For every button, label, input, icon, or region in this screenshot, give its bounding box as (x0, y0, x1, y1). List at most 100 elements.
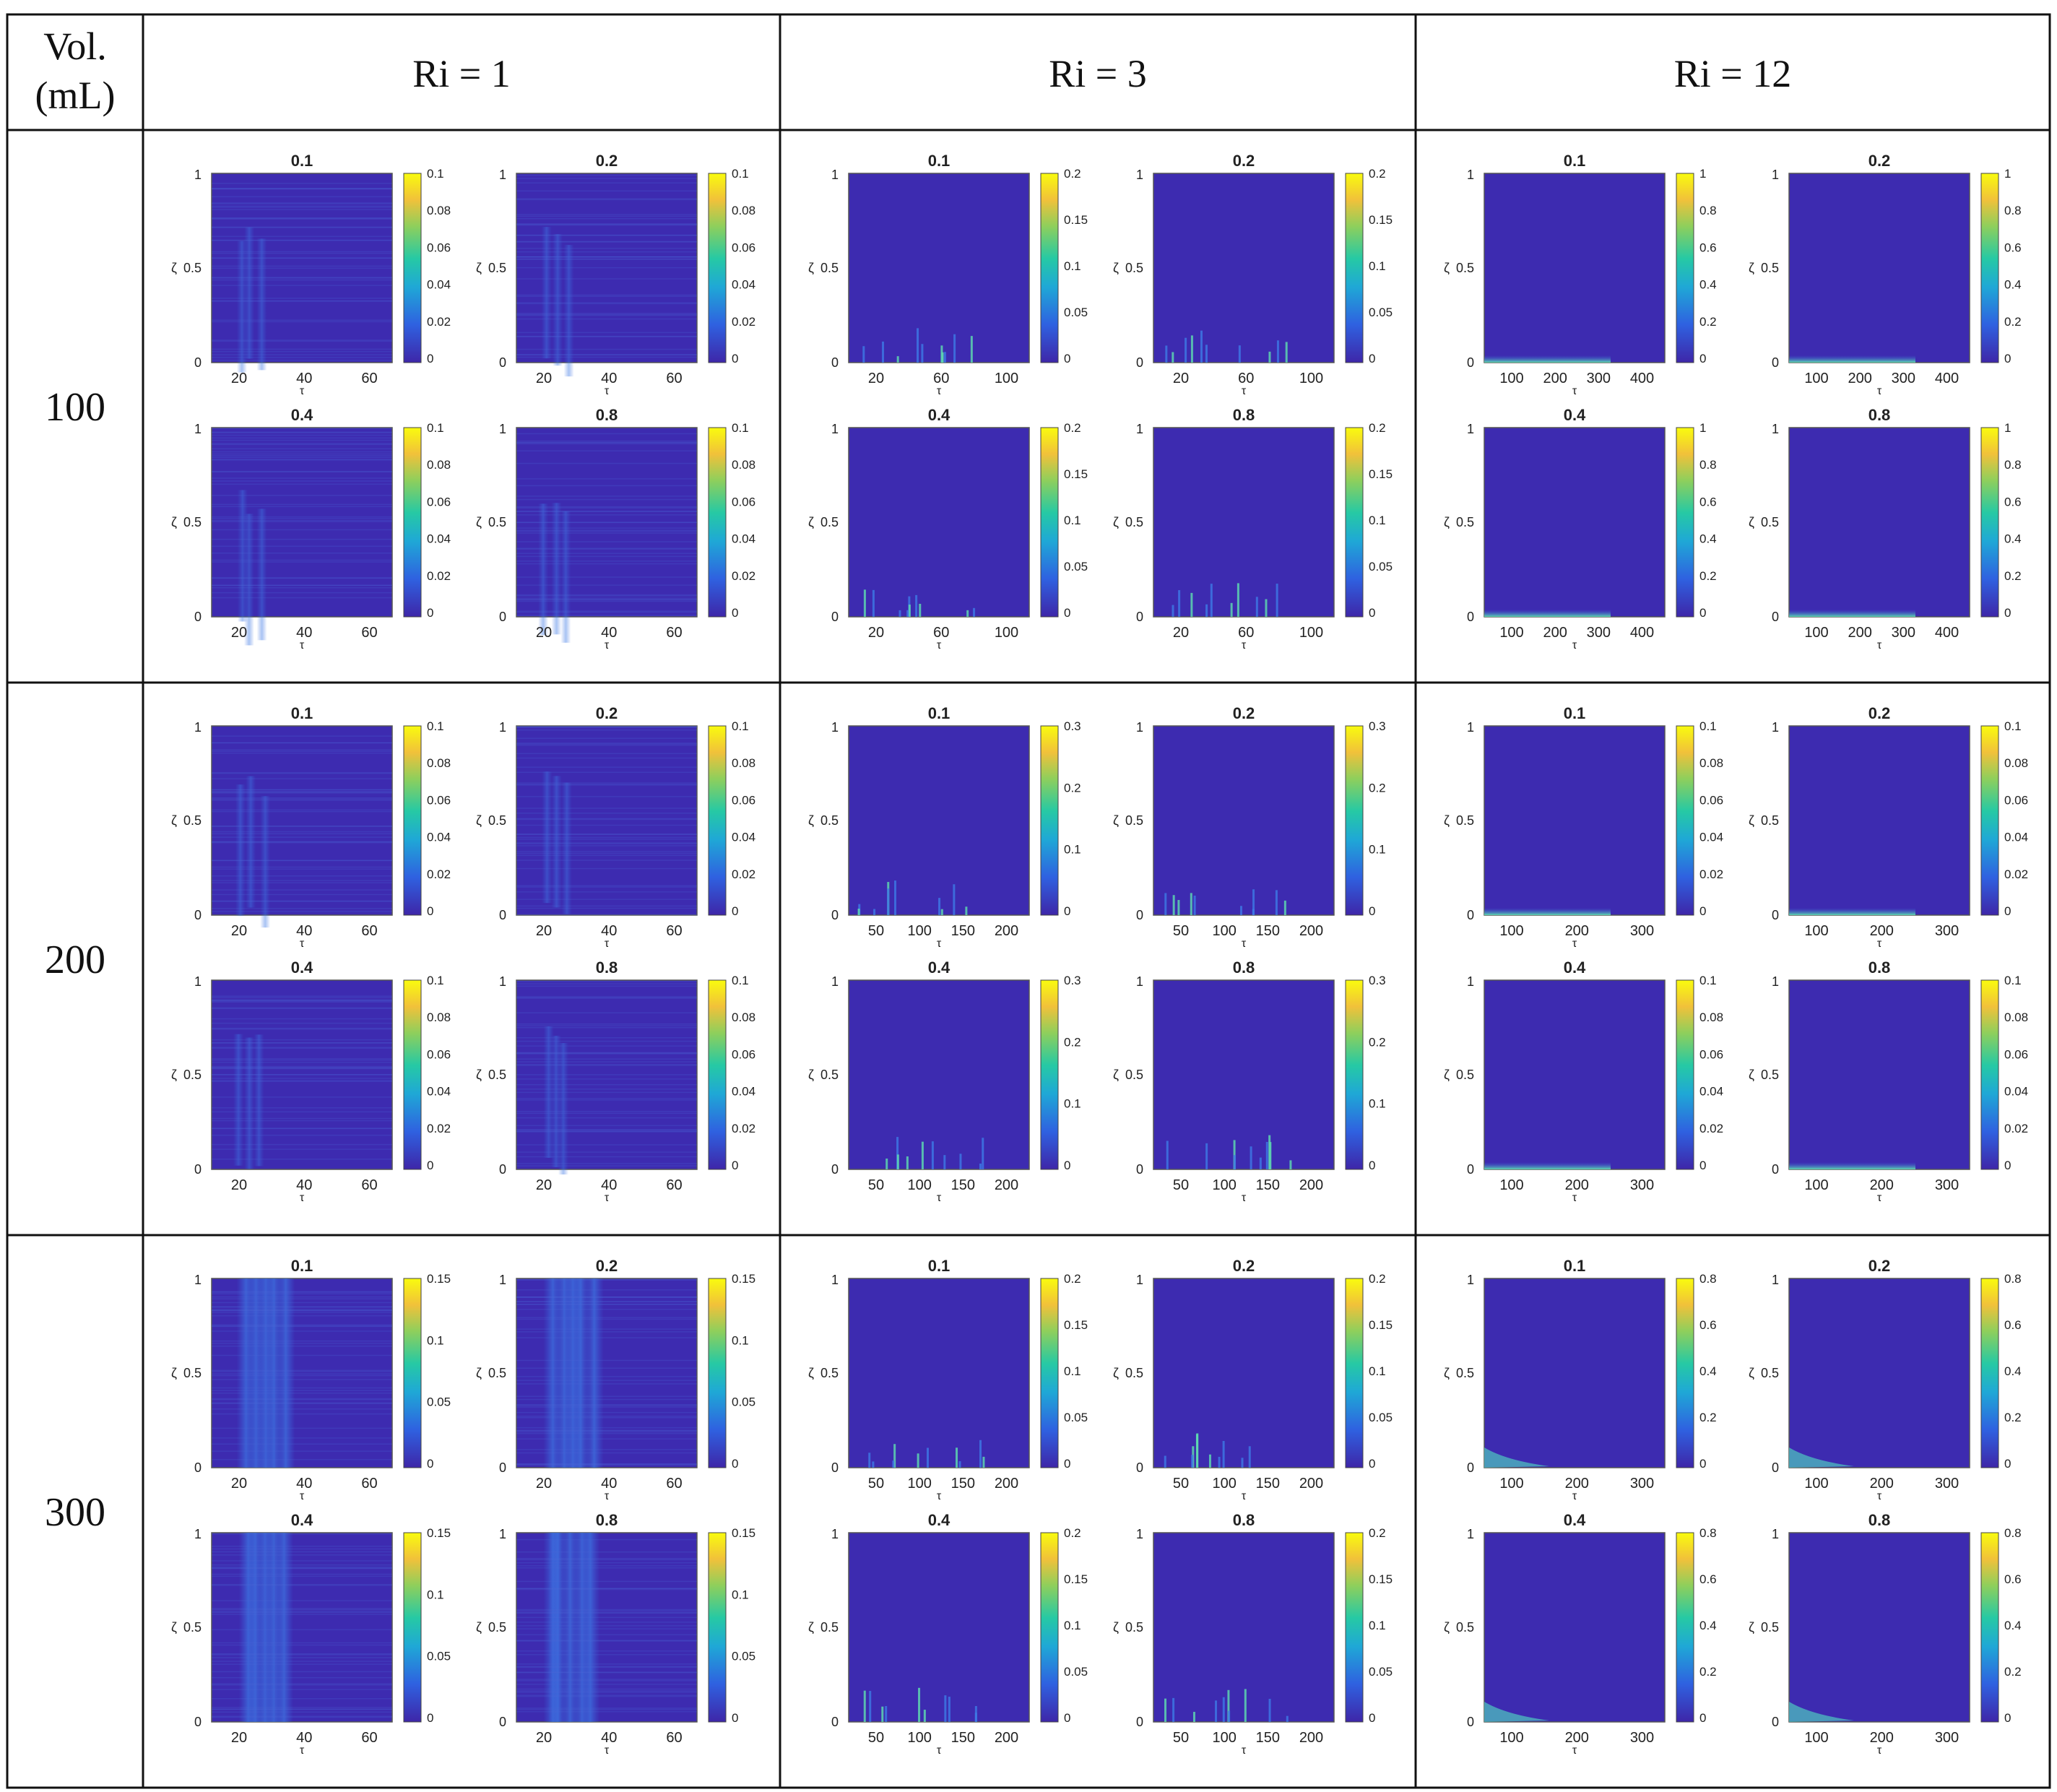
heatmap-noise-line (212, 1663, 392, 1665)
y-tick-label: 0 (1772, 355, 1779, 370)
y-tick-label: 1 (1136, 422, 1143, 436)
heatmap-streak (244, 1037, 255, 1169)
x-tick-label: 300 (1935, 1730, 1959, 1746)
y-tick-label: 0 (1136, 610, 1143, 624)
heatmap-noise-line (212, 1683, 392, 1685)
heatmap-area (848, 979, 1030, 1170)
heatmap-noise-line (212, 453, 392, 455)
colorbar (1676, 1532, 1694, 1723)
heatmap-streak (542, 771, 553, 904)
y-tick-label: 0 (1467, 908, 1474, 922)
y-tick-label: 0 (194, 1162, 202, 1177)
heatmap-noise-line (212, 792, 392, 794)
panel-title: 0.2 (1233, 704, 1255, 722)
heatmap-noise-line (212, 1310, 392, 1312)
x-tick-label: 40 (601, 625, 617, 641)
colorbar-tick-label: 0.3 (1064, 719, 1081, 733)
heatmap-noise-line (516, 1650, 697, 1652)
heatmap-noise-line (516, 443, 697, 445)
x-tick-label: 100 (1212, 1177, 1236, 1193)
heatmap-spike (979, 1440, 982, 1468)
heatmap-noise-line (516, 610, 697, 612)
heatmap-noise-line (516, 867, 697, 870)
colorbar-tick-label: 0.2 (2004, 569, 2022, 583)
heatmap-noise-line (516, 1562, 697, 1564)
heatmap-noise-line (212, 1117, 392, 1120)
colorbar (1980, 725, 1999, 916)
heatmap-noise-line (212, 459, 392, 460)
heatmap-spike (1255, 597, 1258, 617)
x-tick-label: 100 (1499, 1730, 1523, 1746)
heatmap-noise-line (516, 997, 697, 999)
heatmap-noise-line (516, 599, 697, 600)
y-tick-label: 0 (831, 1715, 839, 1729)
colorbar-tick-label: 0.1 (732, 1333, 749, 1347)
heatmap-spike (1268, 1698, 1271, 1722)
heatmap-noise-line (516, 214, 697, 215)
colorbar-tick-label: 0.1 (2004, 719, 2022, 733)
heatmap-noise-line (516, 1692, 697, 1693)
heatmap-spike (898, 610, 901, 617)
colorbar-tick-label: 0.1 (732, 421, 749, 435)
y-tick-label: 0 (1136, 1162, 1143, 1177)
heatmap-noise-line (516, 1690, 697, 1692)
colorbar-tick-label: 0.2 (1369, 1035, 1386, 1049)
x-tick-label: 100 (1804, 1730, 1828, 1746)
heatmap-noise-line (516, 839, 697, 840)
heatmap-noise-line (516, 1395, 697, 1398)
heatmap-noise-line (516, 182, 697, 183)
colorbar-tick-label: 0.02 (732, 569, 755, 583)
heatmap-streak (235, 784, 246, 917)
heatmap-noise-line (212, 521, 392, 522)
y-axis-label: ζ (1444, 261, 1450, 275)
heatmap-noise-line (212, 1583, 392, 1585)
colorbar-tick-label: 0.08 (732, 458, 755, 472)
colorbar-tick-label: 0.15 (1369, 213, 1393, 227)
y-tick-label: 0.5 (1761, 1068, 1779, 1082)
heatmap-noise-line (212, 1127, 392, 1129)
colorbar-tick-label: 0.02 (427, 1122, 451, 1135)
panel-title: 0.2 (596, 1257, 618, 1275)
heatmap-noise-line (516, 259, 697, 260)
heatmap-noise-line (516, 1165, 697, 1166)
heatmap-noise-line (516, 313, 697, 316)
heatmap-panel: 0.2 0 0.5 1 ζ 100 200 300 400 τ 1 0.8 0.6 0.4 0.2 0 (1749, 152, 2022, 397)
x-tick-label: 100 (1804, 625, 1828, 641)
heatmap-noise-line (212, 749, 392, 750)
heatmap-streak (551, 503, 562, 635)
colorbar-tick-label: 0.15 (1064, 467, 1088, 481)
x-tick-label: 40 (296, 371, 312, 386)
heatmap-noise-line (516, 796, 697, 797)
y-tick-label: 0 (499, 610, 506, 624)
heatmap-noise-line (516, 1380, 697, 1381)
heatmap-noise-line (212, 503, 392, 506)
y-tick-label: 0 (1772, 610, 1779, 624)
heatmap-spike (953, 334, 956, 363)
colorbar-tick-label: 0.8 (1699, 1526, 1717, 1540)
heatmap-noise-line (516, 1130, 697, 1131)
heatmap-spike (1185, 337, 1187, 363)
x-axis-label: τ (1572, 385, 1577, 397)
x-axis-label: τ (937, 938, 942, 950)
heatmap-spike (941, 352, 944, 363)
heatmap-noise-line (212, 742, 392, 744)
colorbar-tick-label: 0 (1064, 904, 1070, 918)
heatmap-streak (233, 1034, 244, 1166)
x-tick-label: 50 (868, 1476, 884, 1492)
y-axis-label: ζ (171, 813, 177, 828)
heatmap-noise-line (212, 1450, 392, 1452)
y-tick-label: 0 (1467, 1460, 1474, 1475)
heatmap-noise-line (516, 757, 697, 759)
colorbar-tick-label: 0.2 (1064, 421, 1081, 435)
heatmap-noise-line (212, 1324, 392, 1326)
heatmap-panel: 0.1 0 0.5 1 ζ 50 100 150 200 τ 0.3 0.2 0.1 0 (808, 704, 1081, 950)
heatmap-noise-line (516, 1111, 697, 1112)
heatmap-noise-line (212, 257, 392, 259)
heatmap-noise-line (516, 854, 697, 857)
heatmap-noise-line (212, 791, 392, 793)
heatmap-streak (274, 1533, 294, 1722)
heatmap-noise-line (516, 782, 697, 784)
heatmap-spike (1190, 592, 1193, 617)
x-tick-label: 40 (601, 1476, 617, 1492)
heatmap-noise-line (516, 1053, 697, 1055)
